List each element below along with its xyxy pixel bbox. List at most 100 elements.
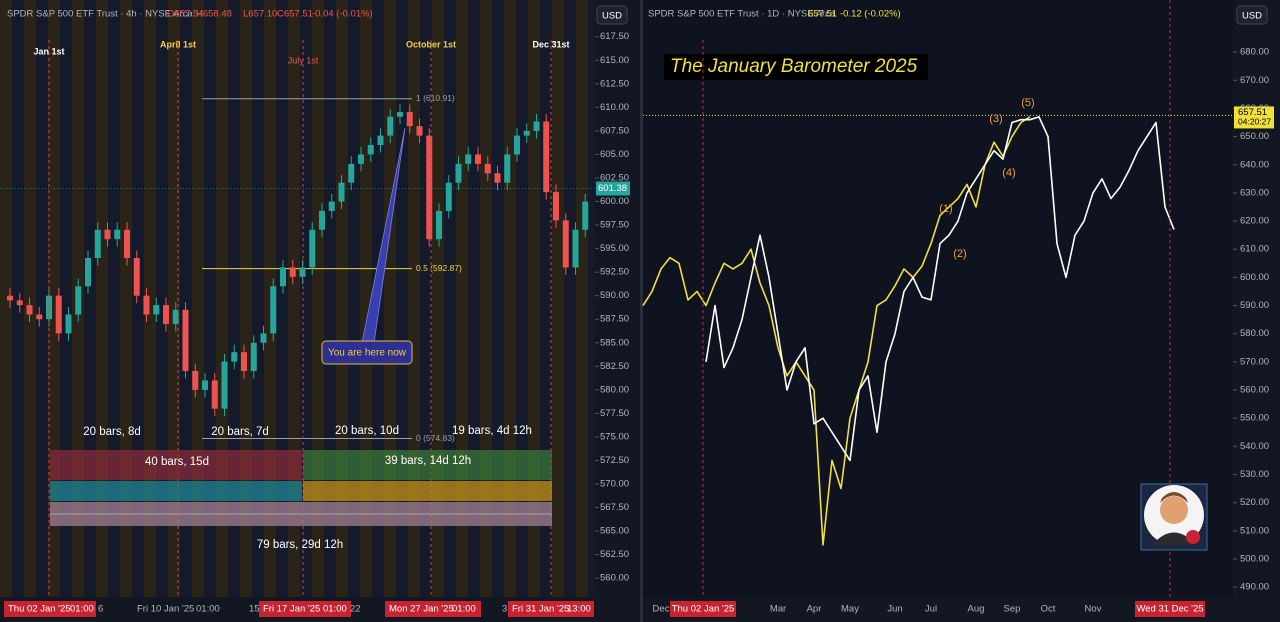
candle-body — [270, 286, 277, 334]
y-tick-label: 670.00 — [1240, 75, 1269, 86]
range-box — [303, 450, 552, 480]
candle-body — [426, 135, 433, 240]
chart-title: The January Barometer 2025 — [670, 56, 918, 77]
time-marker-box — [259, 601, 351, 617]
candle-body — [280, 267, 286, 287]
header-close: C657.51 — [277, 9, 313, 20]
candle-body — [299, 267, 306, 277]
candle-body — [455, 163, 462, 183]
candle-body — [348, 163, 355, 183]
candle-body — [163, 305, 169, 324]
avatar-body — [1152, 532, 1196, 545]
time-label: 01:00 — [452, 604, 476, 615]
time-label: 01:00 — [323, 604, 347, 615]
candle-body — [416, 126, 423, 136]
wave-label: (4) — [1002, 167, 1015, 179]
header-symbol: SPDR S&P 500 ETF Trust · 1D · NYSE Arca — [648, 9, 836, 20]
candle-body — [397, 112, 403, 117]
candle-body — [553, 192, 559, 221]
last-price-tag — [596, 181, 630, 196]
candle-body — [55, 295, 62, 334]
currency-box[interactable] — [1236, 5, 1268, 25]
candle-body — [231, 352, 238, 362]
candle-body — [475, 154, 481, 164]
last-price-tag — [1234, 106, 1274, 129]
range-label: 19 bars, 4d 12h — [452, 425, 532, 437]
candle-body — [153, 305, 160, 315]
time-label: 15 — [249, 604, 260, 615]
y-tick-label: 640.00 — [1240, 159, 1269, 170]
y-tick-label: 490.00 — [1240, 582, 1269, 593]
time-marker-box — [1135, 601, 1205, 617]
candle-body — [289, 267, 296, 277]
y-tick-label: 560.00 — [600, 573, 629, 584]
candle-body — [406, 112, 413, 127]
range-label: 40 bars, 15d — [145, 456, 209, 468]
wave-label: (5) — [1021, 97, 1034, 109]
y-tick-label: 540.00 — [1240, 441, 1269, 452]
x-tick-label: Jun — [887, 604, 902, 615]
y-tick-label: 565.00 — [600, 526, 629, 537]
series-line — [642, 116, 1031, 546]
avatar-face — [1160, 496, 1188, 524]
right-chart: 680.00670.00660.00650.00640.00630.00620.… — [642, 47, 1274, 615]
x-tick-label: Dec — [653, 604, 670, 615]
right-time-axis-bg — [643, 597, 1233, 622]
wave-label: (3) — [989, 113, 1002, 125]
candle-body — [572, 229, 579, 268]
candle-body — [514, 135, 520, 155]
fib-label: 1 (610.91) — [416, 93, 455, 103]
y-tick-label: 530.00 — [1240, 469, 1269, 480]
y-tick-label: 560.00 — [1240, 385, 1269, 396]
y-tick-label: 610.00 — [1240, 244, 1269, 255]
time-label: 22 — [350, 604, 361, 615]
y-tick-label: 630.00 — [1240, 187, 1269, 198]
candle-body — [36, 314, 43, 320]
y-tick-label: 580.00 — [600, 384, 629, 395]
currency-box[interactable] — [596, 5, 628, 25]
avatar — [1140, 483, 1208, 551]
candle-body — [133, 258, 140, 296]
y-tick-label: 600.00 — [600, 196, 629, 207]
time-label: Fri 10 Jan '25 — [137, 604, 194, 615]
title-box — [664, 54, 928, 80]
y-tick-label: 617.50 — [600, 31, 629, 42]
candle-body — [172, 309, 179, 324]
candle-body — [358, 154, 364, 164]
period-label: Dec 31st — [532, 39, 569, 49]
series-line — [705, 116, 1175, 462]
y-tick-label: 600.00 — [1240, 272, 1269, 283]
x-tick-label: Aug — [968, 604, 985, 615]
time-marker: Thu 02 Jan '25 — [672, 604, 735, 615]
y-tick-label: 562.50 — [600, 549, 629, 560]
candle-body — [484, 163, 491, 174]
callout-box — [321, 340, 413, 365]
candle-body — [338, 182, 345, 202]
y-tick-label: 620.00 — [1240, 216, 1269, 227]
countdown: 04:20:27 — [1238, 117, 1271, 127]
time-label: Fri 31 Jan '25 — [512, 604, 569, 615]
period-label: April 1st — [160, 39, 196, 49]
candle-body — [309, 229, 316, 268]
candle-body — [75, 286, 82, 315]
y-tick-label: 587.50 — [600, 314, 629, 325]
candle-body — [221, 361, 228, 409]
candle-body — [143, 295, 150, 315]
y-tick-label: 595.00 — [600, 243, 629, 254]
range-label: 20 bars, 7d — [211, 426, 269, 438]
y-tick-label: 607.50 — [600, 125, 629, 136]
y-tick-label: 585.00 — [600, 337, 629, 348]
y-tick-label: 580.00 — [1240, 328, 1269, 339]
period-label: October 1st — [406, 39, 456, 49]
header-change: -0.04 (-0.01%) — [312, 9, 373, 20]
time-label: Mon 27 Jan '25 — [389, 604, 454, 615]
y-tick-label: 615.00 — [600, 55, 629, 66]
x-tick-label: Sep — [1004, 604, 1021, 615]
candle-body — [494, 173, 501, 183]
candle-body — [504, 154, 511, 183]
candle-body — [124, 229, 130, 259]
candle-body — [182, 309, 189, 372]
candle-body — [192, 371, 199, 390]
left-annotations: Jan 1st April 1st July 1st October 1st D… — [33, 39, 570, 597]
